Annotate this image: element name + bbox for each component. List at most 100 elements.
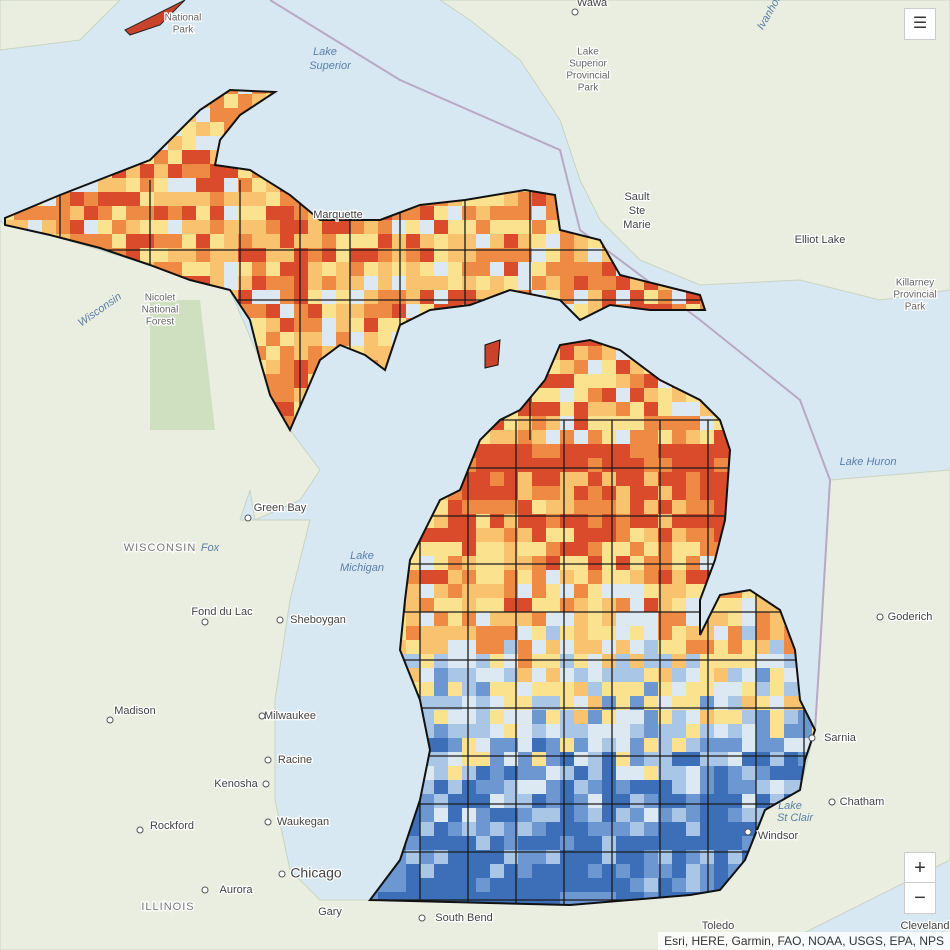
cell bbox=[448, 276, 462, 290]
cell bbox=[350, 290, 364, 304]
cell bbox=[532, 822, 546, 836]
cell bbox=[616, 766, 630, 780]
cell bbox=[714, 472, 728, 486]
cell bbox=[602, 528, 616, 542]
layer-list-button[interactable]: ☰ bbox=[904, 8, 936, 40]
cell bbox=[518, 598, 532, 612]
cell bbox=[490, 808, 504, 822]
cell bbox=[672, 514, 686, 528]
cell bbox=[588, 514, 602, 528]
cell bbox=[224, 276, 238, 290]
cell bbox=[518, 696, 532, 710]
cell bbox=[714, 724, 728, 738]
cell bbox=[476, 738, 490, 752]
cell bbox=[756, 640, 770, 654]
cell bbox=[406, 836, 420, 850]
cell bbox=[672, 822, 686, 836]
cell bbox=[658, 710, 672, 724]
cell bbox=[504, 528, 518, 542]
cell bbox=[462, 500, 476, 514]
cell bbox=[616, 500, 630, 514]
cell bbox=[672, 850, 686, 864]
cell bbox=[644, 766, 658, 780]
cell bbox=[588, 248, 602, 262]
cell bbox=[308, 220, 322, 234]
cell bbox=[770, 668, 784, 682]
cell bbox=[588, 724, 602, 738]
cell bbox=[770, 752, 784, 766]
cell bbox=[616, 430, 630, 444]
cell bbox=[546, 486, 560, 500]
cell bbox=[742, 696, 756, 710]
border bbox=[269, 0, 832, 731]
cell bbox=[70, 206, 84, 220]
cell bbox=[728, 780, 742, 794]
cell bbox=[448, 570, 462, 584]
cell bbox=[532, 262, 546, 276]
cell bbox=[56, 220, 70, 234]
cell bbox=[686, 682, 700, 696]
cell bbox=[756, 654, 770, 668]
cell bbox=[714, 612, 728, 626]
cell bbox=[238, 248, 252, 262]
cell bbox=[392, 304, 406, 318]
cell bbox=[644, 542, 658, 556]
cell bbox=[546, 374, 560, 388]
cell bbox=[700, 640, 714, 654]
cell bbox=[742, 640, 756, 654]
cell bbox=[406, 878, 420, 892]
cell bbox=[196, 262, 210, 276]
cell bbox=[574, 290, 588, 304]
label: Marquette bbox=[313, 209, 363, 221]
cell bbox=[420, 878, 434, 892]
cell bbox=[476, 220, 490, 234]
cell bbox=[602, 500, 616, 514]
zoom-out[interactable]: − bbox=[904, 882, 936, 914]
cell bbox=[588, 444, 602, 458]
cell bbox=[420, 556, 434, 570]
cell bbox=[658, 836, 672, 850]
cell bbox=[504, 864, 518, 878]
cell bbox=[392, 878, 406, 892]
cell bbox=[392, 234, 406, 248]
cell bbox=[196, 234, 210, 248]
cell bbox=[644, 738, 658, 752]
cell bbox=[602, 276, 616, 290]
cell bbox=[476, 766, 490, 780]
cell bbox=[238, 206, 252, 220]
cell bbox=[434, 612, 448, 626]
isle-royale bbox=[124, 0, 186, 36]
cell bbox=[784, 696, 798, 710]
cell bbox=[266, 276, 280, 290]
cell bbox=[700, 528, 714, 542]
cell bbox=[266, 234, 280, 248]
cell bbox=[168, 164, 182, 178]
cell bbox=[434, 640, 448, 654]
cell bbox=[742, 766, 756, 780]
label: Rockford bbox=[150, 820, 194, 832]
cell bbox=[112, 206, 126, 220]
label: Kenosha bbox=[214, 778, 258, 790]
cell bbox=[672, 794, 686, 808]
cell bbox=[476, 878, 490, 892]
cell bbox=[714, 822, 728, 836]
cell bbox=[532, 416, 546, 430]
cell bbox=[154, 220, 168, 234]
cell bbox=[476, 500, 490, 514]
cell bbox=[294, 290, 308, 304]
cell bbox=[168, 192, 182, 206]
cell bbox=[448, 780, 462, 794]
cell bbox=[588, 612, 602, 626]
cell bbox=[434, 220, 448, 234]
cell bbox=[532, 696, 546, 710]
zoom-in[interactable]: + bbox=[904, 852, 936, 884]
cell bbox=[518, 248, 532, 262]
cell bbox=[574, 752, 588, 766]
cell bbox=[630, 458, 644, 472]
cell bbox=[658, 696, 672, 710]
cell bbox=[574, 360, 588, 374]
cell bbox=[196, 178, 210, 192]
cell bbox=[728, 612, 742, 626]
cell bbox=[574, 794, 588, 808]
